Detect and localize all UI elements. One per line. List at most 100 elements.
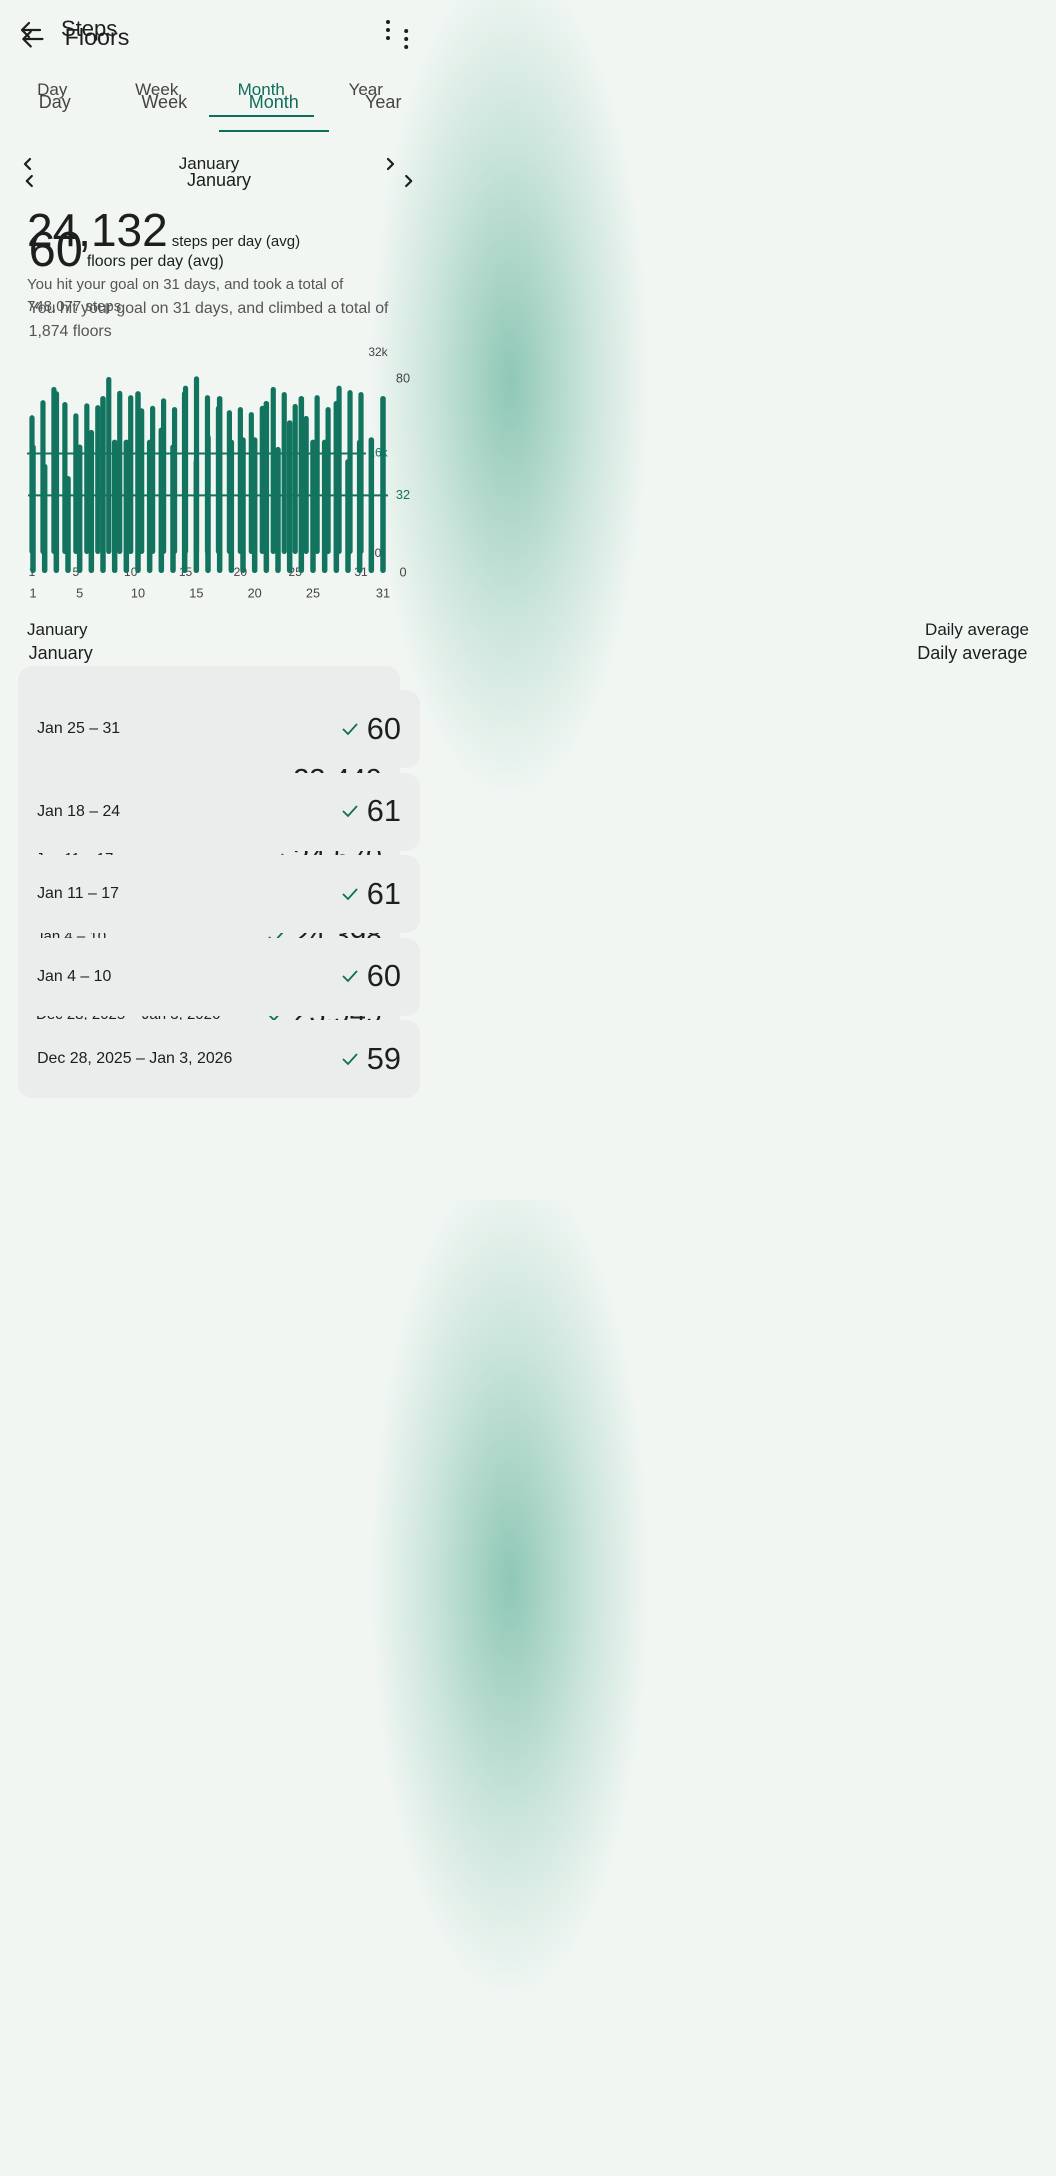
week-row[interactable]: Dec 28, 2025 – Jan 3, 2026 59 [18,1020,420,1098]
bar [275,446,281,573]
summary: You hit your goal on 31 days, and took a… [27,276,344,315]
tab[interactable]: Day [37,80,68,99]
week-label: Jan 18 – 24 [37,802,121,820]
week-value-wrap: 61 [341,793,401,829]
summary: You hit your goal on 31 days, and climbe… [28,300,389,340]
bar [123,439,130,573]
bar [100,395,106,573]
average-unit: steps per day (avg) [171,233,301,250]
check [342,723,358,736]
icon [386,36,390,40]
icon [386,20,390,24]
bar [216,395,223,573]
month-label: January [178,154,240,173]
week-row[interactable]: Jan 11 – 17 61 [18,855,420,933]
week-label: Jan 11 – 17 [37,885,119,902]
bar [314,395,320,554]
bar [298,395,305,573]
icon [22,30,44,48]
icon [404,29,409,49]
bar [181,391,188,573]
bar [193,459,200,573]
check [342,805,358,818]
average-unit: floors per day (avg) [86,252,224,270]
average-row: 24,132 steps per day (avg) [27,203,300,257]
x-tick-label: 20 [248,585,262,600]
bar [380,395,386,573]
header-icons [22,29,413,188]
week-value-wrap: 61 [341,876,401,912]
tab-underline [209,115,314,117]
week-label: Dec 28, 2025 – Jan 3, 2026 [37,1050,233,1067]
bar [263,400,270,573]
bar [41,463,48,573]
bar [292,403,298,554]
bar [128,395,134,554]
bar [270,386,276,554]
bar [286,420,293,573]
week-value-wrap: 59 [341,1041,401,1077]
average-value: 60 [28,222,83,277]
week-row[interactable]: Jan 18 – 24 61 [18,772,420,851]
screen-panel: Floors Day Week Month Year January 60 floors pe… [0,24,1027,2176]
bar [95,405,101,554]
icon [404,45,409,49]
bar [205,434,211,573]
week-row[interactable]: Jan 4 – 10 60 [18,937,420,1016]
bar [88,429,95,573]
tab-underline [219,130,329,132]
tab[interactable]: Week [141,92,188,113]
list-header-left: January [27,620,88,639]
check [342,1053,358,1066]
tab[interactable]: Month [248,92,299,113]
x-tick-label: 5 [76,585,83,600]
bar [84,403,90,554]
week-value: 61 [366,875,401,911]
x-tick-label: 31 [376,585,390,600]
month-label: January [186,170,252,191]
bar [310,439,316,573]
page: Steps Day Week Month Year January 24,132 steps … [0,0,1056,1200]
x-tick-label: 25 [306,585,320,600]
check [342,970,358,983]
x-tick-label: 10 [131,585,145,600]
bar [117,390,123,554]
bar [111,439,118,573]
check-icon [342,805,358,818]
bar [333,400,340,573]
week-value: 60 [366,958,401,994]
x-tick-label: 1 [29,585,36,600]
bar [146,439,153,573]
icon [20,21,395,171]
bar [228,439,235,573]
bar [135,391,141,573]
icon [25,174,413,188]
bar [53,391,60,573]
tab[interactable]: Day [38,92,71,113]
icon [23,157,395,171]
y-tick-label: 0 [399,564,406,579]
average-value: 24,132 [27,204,168,256]
bar [30,444,36,573]
bar [321,439,328,573]
screen-title: Steps [61,16,118,41]
bar [65,476,71,573]
tab[interactable]: Year [348,80,383,99]
y-tick-label: 32k [368,345,388,359]
icon [404,29,409,33]
tab[interactable]: Year [365,92,402,113]
week-label: Jan 25 – 31 [37,720,121,737]
average-row: 60 floors per day (avg) [29,222,224,278]
bar [303,415,309,554]
week-value: 60 [366,710,401,746]
icon [386,20,390,40]
tab[interactable]: Week [135,80,179,99]
check-icon [342,888,358,901]
bar [240,437,246,573]
bar [251,437,258,573]
week-row[interactable]: Jan 25 – 31 60 [18,690,420,768]
tab[interactable]: Month [237,80,285,99]
x-tick-label: 15 [189,585,203,600]
